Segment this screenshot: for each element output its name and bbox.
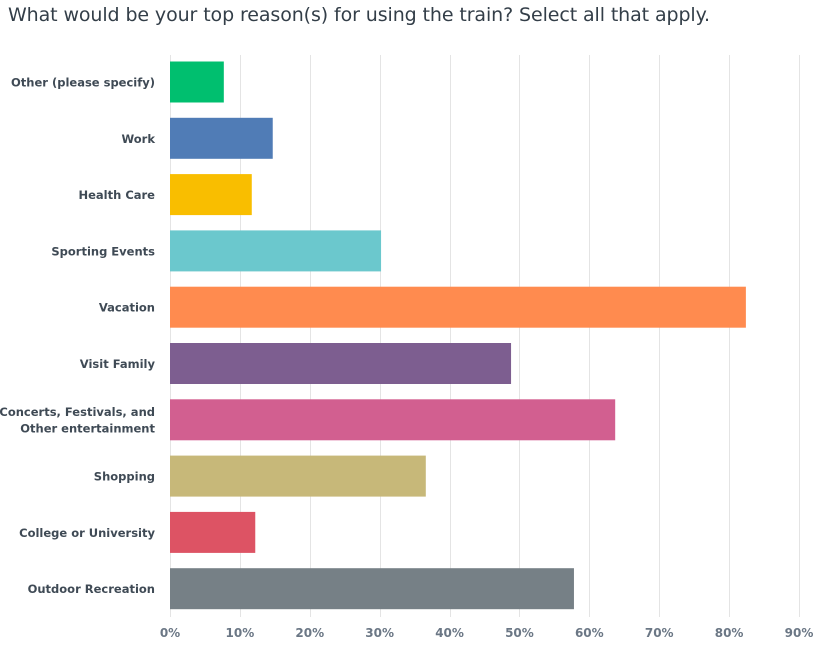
category-label-line: Other (please specify)	[11, 76, 155, 90]
x-tick-label: 40%	[435, 626, 464, 640]
bar[interactable]	[170, 61, 224, 103]
category-label-line: Health Care	[79, 188, 156, 202]
category-label-line: Visit Family	[80, 357, 156, 371]
category-label: Other (please specify)	[11, 76, 155, 90]
category-label-line: Other entertainment	[20, 422, 155, 436]
x-tick-label: 10%	[226, 626, 255, 640]
category-label-line: Work	[122, 132, 156, 146]
category-label-line: Sporting Events	[51, 244, 155, 258]
bar[interactable]	[170, 399, 616, 441]
x-tick-label: 20%	[295, 626, 324, 640]
x-axis-tick-labels: 0% 10% 20% 30% 40% 50% 60% 70% 80% 90%	[160, 626, 814, 640]
category-label: Vacation	[99, 301, 155, 315]
category-label: College or University	[19, 526, 155, 540]
grid-lines	[170, 55, 800, 617]
x-tick-label: 90%	[785, 626, 814, 640]
category-label-line: Shopping	[94, 470, 155, 484]
category-label: Shopping	[94, 470, 155, 484]
category-label-line: College or University	[19, 526, 155, 540]
x-tick-label: 70%	[645, 626, 674, 640]
x-tick-label: 50%	[505, 626, 534, 640]
chart-title: What would be your top reason(s) for usi…	[8, 4, 710, 26]
category-label: Sporting Events	[51, 244, 155, 258]
bar[interactable]	[170, 568, 574, 610]
category-label: Health Care	[79, 188, 156, 202]
bar[interactable]	[170, 174, 252, 216]
bar[interactable]	[170, 117, 273, 159]
category-label-line: Concerts, Festivals, and	[0, 405, 155, 419]
category-label-line: Vacation	[99, 301, 155, 315]
category-label: Visit Family	[80, 357, 156, 371]
x-tick-label: 0%	[160, 626, 180, 640]
category-label: Outdoor Recreation	[28, 582, 155, 596]
category-label: Work	[122, 132, 156, 146]
bar[interactable]	[170, 455, 426, 497]
bar[interactable]	[170, 286, 746, 328]
bar[interactable]	[170, 230, 382, 272]
category-label-line: Outdoor Recreation	[28, 582, 155, 596]
bar[interactable]	[170, 343, 512, 384]
category-label: Concerts, Festivals, and Other entertainm…	[0, 405, 155, 436]
x-tick-label: 30%	[365, 626, 394, 640]
x-tick-label: 80%	[715, 626, 744, 640]
category-labels: Other (please specify) Work Health Care Spo…	[0, 76, 156, 597]
bar[interactable]	[170, 511, 256, 553]
bars	[170, 61, 746, 610]
x-tick-label: 60%	[575, 626, 604, 640]
